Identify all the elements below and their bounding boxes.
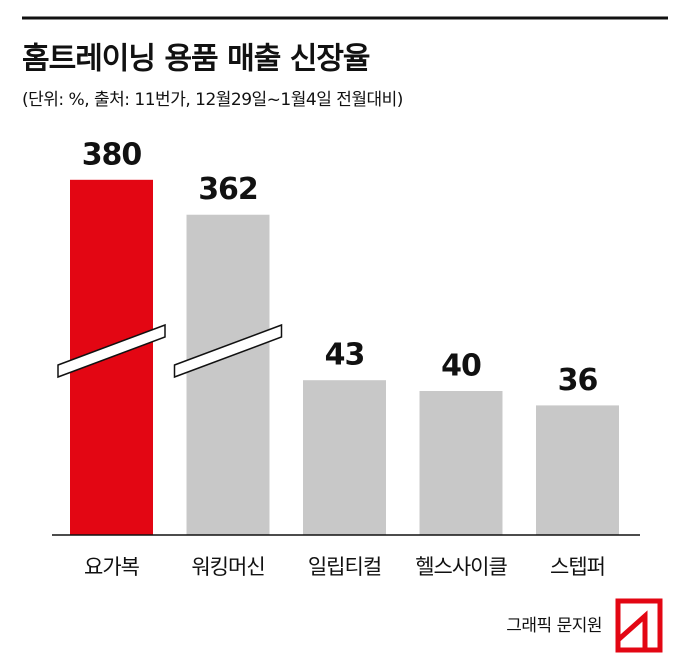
axis-break-fill xyxy=(59,327,164,375)
x-tick-label: 스텝퍼 xyxy=(550,555,605,579)
value-label: 43 xyxy=(325,338,365,373)
x-tick-label: 요가복 xyxy=(84,555,140,579)
bar xyxy=(419,391,503,535)
value-label: 380 xyxy=(82,137,142,172)
value-label: 362 xyxy=(198,172,258,207)
x-tick-label: 일립티컬 xyxy=(308,555,381,579)
logo xyxy=(615,598,663,653)
chart-title: 홈트레이닝 용품 매출 신장율 xyxy=(22,42,370,77)
bar xyxy=(536,405,619,535)
bar xyxy=(303,380,386,535)
bar xyxy=(186,214,270,535)
axis-break-fill xyxy=(175,327,281,375)
value-label: 40 xyxy=(441,349,481,384)
x-tick-label: 워킹머신 xyxy=(191,555,264,579)
source: 그래픽 문지원 xyxy=(506,616,602,636)
value-label: 36 xyxy=(558,363,598,398)
x-tick-label: 헬스사이클 xyxy=(415,555,507,579)
chart-subtitle: (단위: %, 출처: 11번가, 12월29일~1월4일 전월대비) xyxy=(22,90,403,110)
